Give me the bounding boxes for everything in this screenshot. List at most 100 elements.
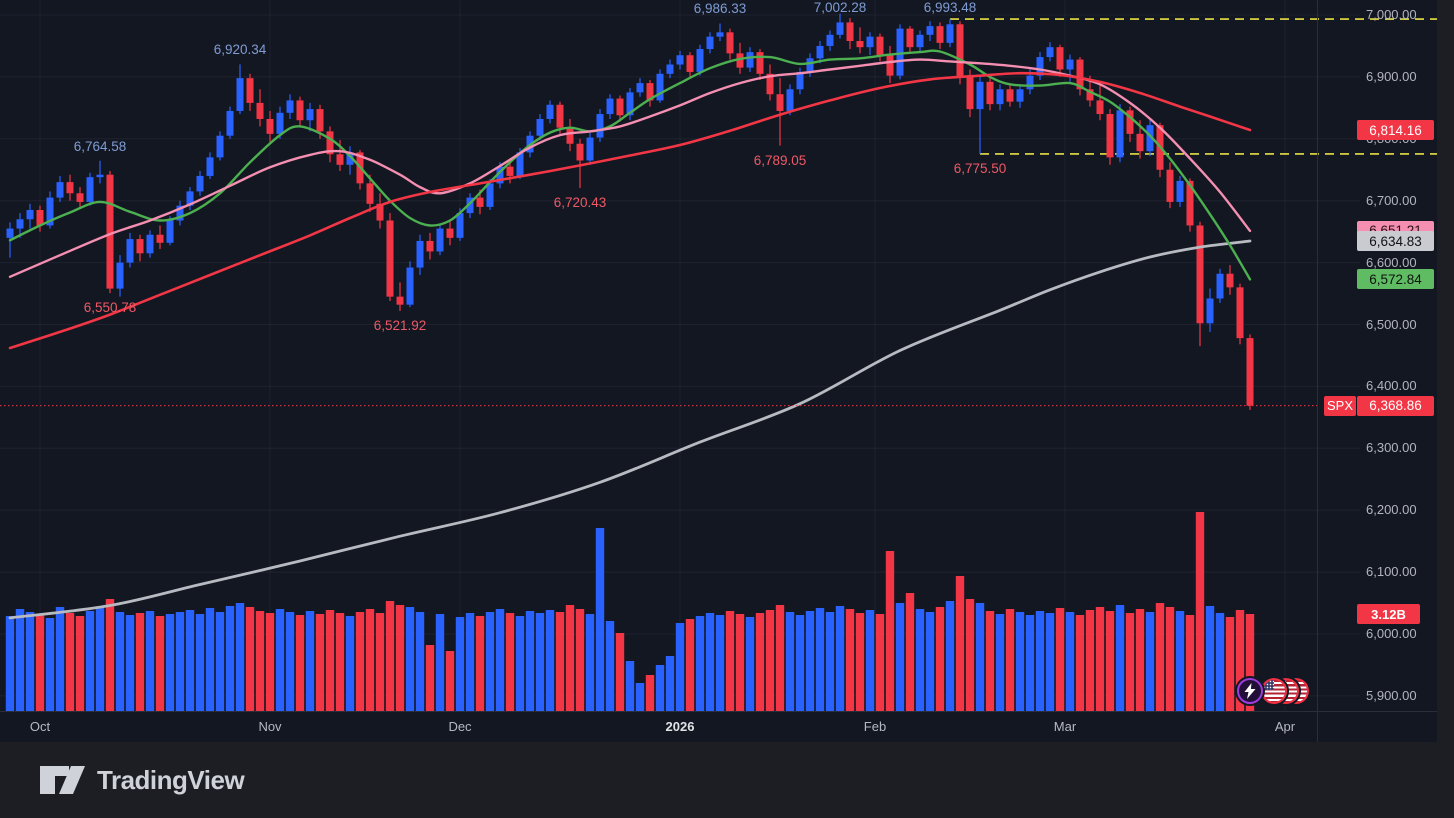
candle-body (236, 78, 244, 111)
volume-bar (725, 611, 735, 711)
volume-bar (435, 614, 445, 711)
volume-bar (765, 610, 775, 711)
candle-body (446, 228, 454, 238)
price-axis-label: 7,000.00 (1366, 7, 1417, 22)
candle-body (886, 55, 894, 76)
volume-bar (325, 610, 335, 711)
candle-body (796, 71, 804, 90)
candle-body (246, 78, 254, 103)
volume-bar (775, 605, 785, 711)
candle-body (656, 73, 664, 101)
volume-bar (165, 614, 175, 711)
volume-bar (685, 619, 695, 711)
candle-body (766, 73, 774, 95)
price-annotation: 6,720.43 (553, 195, 607, 211)
candle-body (1136, 133, 1144, 152)
candle-body (1216, 273, 1224, 299)
candle-body (366, 183, 374, 204)
month-label-oct: Oct (29, 719, 51, 734)
volume-bar (145, 611, 155, 711)
volume-bar (545, 610, 555, 711)
volume-bar (365, 609, 375, 711)
volume-bar (1175, 611, 1185, 711)
volume-bar (1215, 613, 1225, 711)
candle-body (216, 135, 224, 158)
volume-bar (225, 606, 235, 711)
volume-bar (1245, 614, 1255, 711)
volume-bar (525, 611, 535, 711)
volume-bar (245, 607, 255, 711)
candle-body (496, 166, 504, 184)
candle-body (876, 36, 884, 56)
candle-body (846, 22, 854, 41)
price-axis-separator (1317, 0, 1318, 742)
candle-body (166, 220, 174, 243)
volume-bar (135, 613, 145, 711)
volume-bar (615, 633, 625, 711)
volume-bar (185, 610, 195, 711)
volume-bar (1185, 615, 1195, 711)
volume-bar (905, 593, 915, 711)
volume-bar (745, 617, 755, 711)
volume-bar (705, 613, 715, 711)
chart-surface[interactable] (0, 0, 1437, 742)
volume-bar (55, 607, 65, 711)
volume-bar (375, 613, 385, 711)
volume-bar (505, 613, 515, 711)
volume-bar (925, 612, 935, 711)
price-axis-label: 6,300.00 (1366, 440, 1417, 456)
candle-body (96, 174, 104, 178)
candle-body (376, 203, 384, 221)
candle-body (856, 40, 864, 48)
candle-body (1056, 47, 1064, 70)
volume-bar (35, 615, 45, 711)
price-annotation: 7,002.28 (813, 0, 867, 15)
volume-bar (475, 616, 485, 711)
candle-body (276, 112, 284, 134)
price-axis-label: 6,000.00 (1366, 626, 1417, 641)
volume-bar (115, 612, 125, 711)
volume-bar (655, 665, 665, 711)
candle-body (456, 213, 464, 238)
price-annotation: 6,521.92 (373, 317, 427, 333)
volume-bar (1035, 611, 1045, 711)
symbol-tag: SPX (1324, 395, 1356, 416)
candle-body (476, 197, 484, 207)
volume-bar (975, 603, 985, 711)
us-flag-icon[interactable] (1259, 676, 1289, 706)
candle-body (16, 219, 24, 229)
volume-bar (255, 611, 265, 711)
ma-white-long (8, 239, 1252, 620)
volume-bar (75, 616, 85, 711)
candle-body (76, 193, 84, 202)
candle-body (346, 152, 354, 165)
candle-body (36, 209, 44, 226)
volume-bar (265, 613, 275, 711)
volume-bar (1075, 615, 1085, 711)
candle-body (746, 52, 754, 68)
volume-bar (895, 603, 905, 711)
volume-bar (1085, 610, 1095, 711)
tradingview-attribution[interactable]: TradingView (40, 764, 245, 796)
candle-body (1016, 89, 1024, 102)
candle-body (146, 234, 154, 254)
candle-body (546, 104, 554, 119)
volume-bar (835, 606, 845, 711)
volume-bar (1145, 612, 1155, 711)
candle-body (756, 52, 764, 74)
candle-body (1066, 59, 1074, 70)
candle-body (936, 26, 944, 43)
candle-body (1146, 125, 1154, 152)
volume-bar (1065, 612, 1075, 711)
candle-body (386, 220, 394, 297)
candle-body (266, 118, 274, 134)
candle-body (26, 209, 34, 220)
volume-bar (485, 612, 495, 711)
price-axis-label: 5,900.00 (1366, 687, 1417, 703)
month-label-dec: Dec (448, 719, 472, 734)
candle-body (946, 24, 954, 43)
candle-body (1186, 180, 1194, 226)
month-label-mar: Mar (1053, 719, 1077, 734)
month-label-apr: Apr (1274, 719, 1296, 734)
lightning-icon[interactable] (1235, 676, 1265, 706)
